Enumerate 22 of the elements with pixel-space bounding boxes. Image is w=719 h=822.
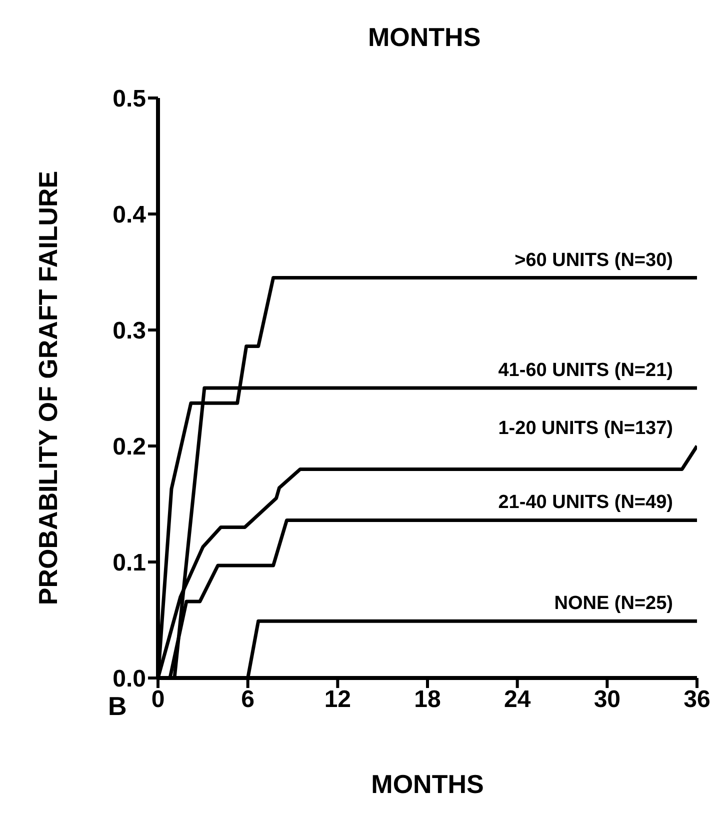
x-tick-label: 36 xyxy=(684,686,710,714)
y-tick-label: 0.3 xyxy=(112,318,146,345)
text: MONTHS xyxy=(368,22,481,53)
series-label: NONE (N=25) xyxy=(554,593,673,614)
series-label: 1-20 UNITS (N=137) xyxy=(498,418,673,439)
series-label: 41-60 UNITS (N=21) xyxy=(498,360,673,381)
x-tick-label: 6 xyxy=(241,686,255,714)
y-tick-label: 0.4 xyxy=(112,202,147,229)
x-tick-label: 30 xyxy=(594,686,621,714)
series-label: >60 UNITS (N=30) xyxy=(514,250,673,271)
y-tick-label: 0.0 xyxy=(112,666,146,693)
text: B xyxy=(108,691,127,722)
x-tick-label: 0 xyxy=(151,686,165,714)
y-axis-title: PROBABILITY OF GRAFT FAILURE xyxy=(33,170,64,606)
series-label: 21-40 UNITS (N=49) xyxy=(498,492,673,514)
y-tick-label: 0.2 xyxy=(112,434,146,461)
x-tick-label: 24 xyxy=(504,686,532,714)
y-tick-label: 0.5 xyxy=(112,86,146,113)
y-tick-label: 0.1 xyxy=(112,550,146,577)
x-tick-label: 18 xyxy=(414,686,441,714)
x-axis-title: MONTHS xyxy=(371,769,484,799)
x-tick-label: 12 xyxy=(324,686,352,714)
